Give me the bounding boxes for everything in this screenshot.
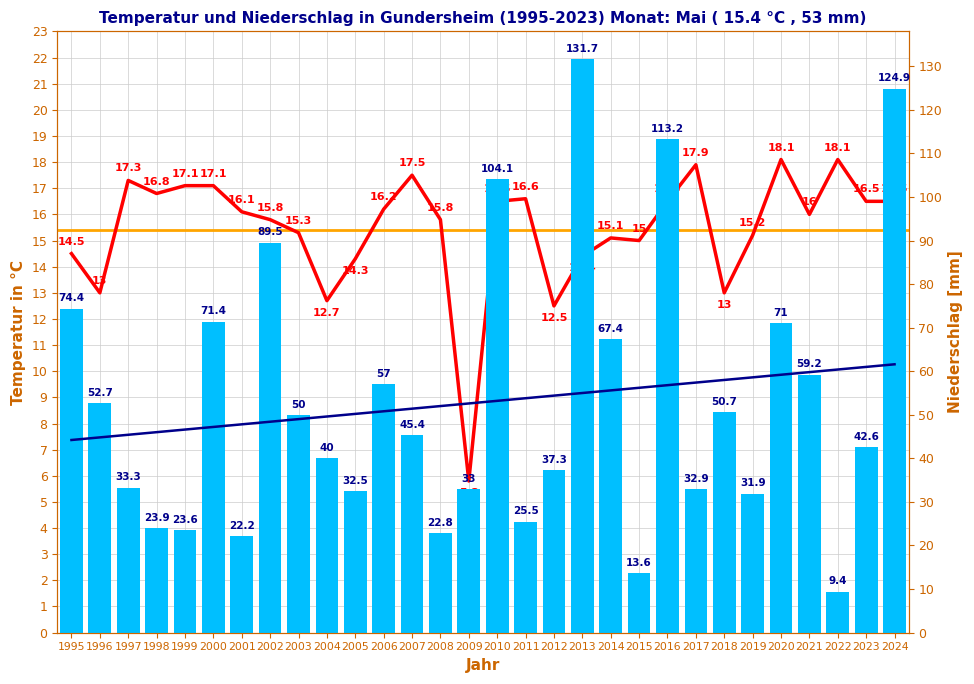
Text: 32.9: 32.9 <box>683 474 709 484</box>
Bar <box>855 447 878 633</box>
Bar <box>231 536 253 633</box>
Text: 45.4: 45.4 <box>399 419 425 430</box>
Text: 22.2: 22.2 <box>229 521 254 531</box>
Text: 113.2: 113.2 <box>651 124 684 134</box>
Text: 74.4: 74.4 <box>58 293 85 303</box>
Text: 17.1: 17.1 <box>200 169 227 179</box>
Text: 16.2: 16.2 <box>370 192 397 202</box>
Text: 50: 50 <box>291 399 306 410</box>
Bar <box>543 470 565 633</box>
Bar <box>741 494 764 633</box>
Bar <box>458 489 480 633</box>
Bar <box>826 592 849 633</box>
Text: 16.5: 16.5 <box>880 185 909 194</box>
Bar <box>685 489 707 633</box>
Bar <box>344 491 366 633</box>
Text: 71: 71 <box>773 308 788 318</box>
Text: 16.5: 16.5 <box>852 185 880 194</box>
Text: 31.9: 31.9 <box>740 478 766 488</box>
Bar <box>60 308 83 633</box>
Text: 15: 15 <box>631 224 647 234</box>
Text: 15.2: 15.2 <box>739 218 767 228</box>
Bar <box>656 140 679 633</box>
Text: 18.1: 18.1 <box>768 142 795 153</box>
Bar <box>259 243 281 633</box>
Text: 14.5: 14.5 <box>57 237 85 247</box>
Text: 52.7: 52.7 <box>87 388 113 398</box>
Bar <box>372 384 395 633</box>
Text: 9.4: 9.4 <box>829 577 847 586</box>
Bar <box>173 530 197 633</box>
Text: 42.6: 42.6 <box>853 432 880 442</box>
Text: 23.9: 23.9 <box>144 513 169 523</box>
Text: 15.3: 15.3 <box>284 215 312 226</box>
Bar <box>287 415 310 633</box>
Text: 17.1: 17.1 <box>171 169 199 179</box>
Bar <box>628 573 651 633</box>
Text: 71.4: 71.4 <box>201 306 226 316</box>
Text: 13.6: 13.6 <box>626 558 652 568</box>
Bar <box>599 339 622 633</box>
Text: 13: 13 <box>93 276 107 286</box>
Bar <box>486 179 508 633</box>
Text: 37.3: 37.3 <box>541 455 567 465</box>
Text: 32.5: 32.5 <box>343 476 368 486</box>
Bar <box>798 375 821 633</box>
Text: 50.7: 50.7 <box>711 397 737 406</box>
Text: 89.5: 89.5 <box>257 228 282 237</box>
Y-axis label: Temperatur in °C: Temperatur in °C <box>11 259 26 404</box>
Bar <box>430 534 452 633</box>
Text: 59.2: 59.2 <box>797 360 822 369</box>
Text: 131.7: 131.7 <box>566 44 599 53</box>
Text: 23.6: 23.6 <box>172 514 198 525</box>
Text: 13: 13 <box>717 300 731 310</box>
Text: 18.1: 18.1 <box>824 142 851 153</box>
Bar <box>400 435 424 633</box>
Text: 57: 57 <box>376 369 391 379</box>
Text: 17.5: 17.5 <box>398 158 426 168</box>
Bar <box>117 488 139 633</box>
Text: 22.8: 22.8 <box>428 518 453 528</box>
Text: 5.8: 5.8 <box>459 488 478 498</box>
Text: 15.8: 15.8 <box>427 202 454 213</box>
Text: 15.8: 15.8 <box>256 202 283 213</box>
Bar <box>514 521 537 633</box>
Text: 67.4: 67.4 <box>598 324 623 334</box>
Bar <box>769 324 793 633</box>
Text: 12.7: 12.7 <box>314 308 341 317</box>
Text: 25.5: 25.5 <box>512 506 539 516</box>
Text: 16.1: 16.1 <box>228 195 255 205</box>
Bar <box>145 529 168 633</box>
Text: 15.1: 15.1 <box>597 221 624 231</box>
Text: 17.3: 17.3 <box>115 163 142 174</box>
Title: Temperatur und Niederschlag in Gundersheim (1995-2023) Monat: Mai ( 15.4 °C , 53: Temperatur und Niederschlag in Gundershe… <box>99 11 867 26</box>
Bar <box>316 458 338 633</box>
Text: 16.8: 16.8 <box>143 176 170 187</box>
Text: 12.5: 12.5 <box>541 313 568 323</box>
Bar <box>89 403 111 633</box>
Text: 17.9: 17.9 <box>682 148 710 158</box>
Bar <box>571 59 594 633</box>
Text: 16.6: 16.6 <box>511 182 540 192</box>
Text: 14.4: 14.4 <box>569 263 596 273</box>
Text: 124.9: 124.9 <box>878 73 911 83</box>
Bar <box>883 88 906 633</box>
Text: 14.3: 14.3 <box>342 266 369 276</box>
Bar <box>202 321 225 633</box>
X-axis label: Jahr: Jahr <box>466 658 501 673</box>
Text: 104.1: 104.1 <box>480 164 513 174</box>
Text: 33: 33 <box>462 473 476 484</box>
Y-axis label: Niederschlag [mm]: Niederschlag [mm] <box>948 250 963 413</box>
Text: 33.3: 33.3 <box>115 473 141 482</box>
Text: 16.5: 16.5 <box>483 185 511 194</box>
Bar <box>713 412 735 633</box>
Text: 16.5: 16.5 <box>654 185 681 194</box>
Text: 16: 16 <box>802 198 817 207</box>
Text: 40: 40 <box>319 443 334 453</box>
